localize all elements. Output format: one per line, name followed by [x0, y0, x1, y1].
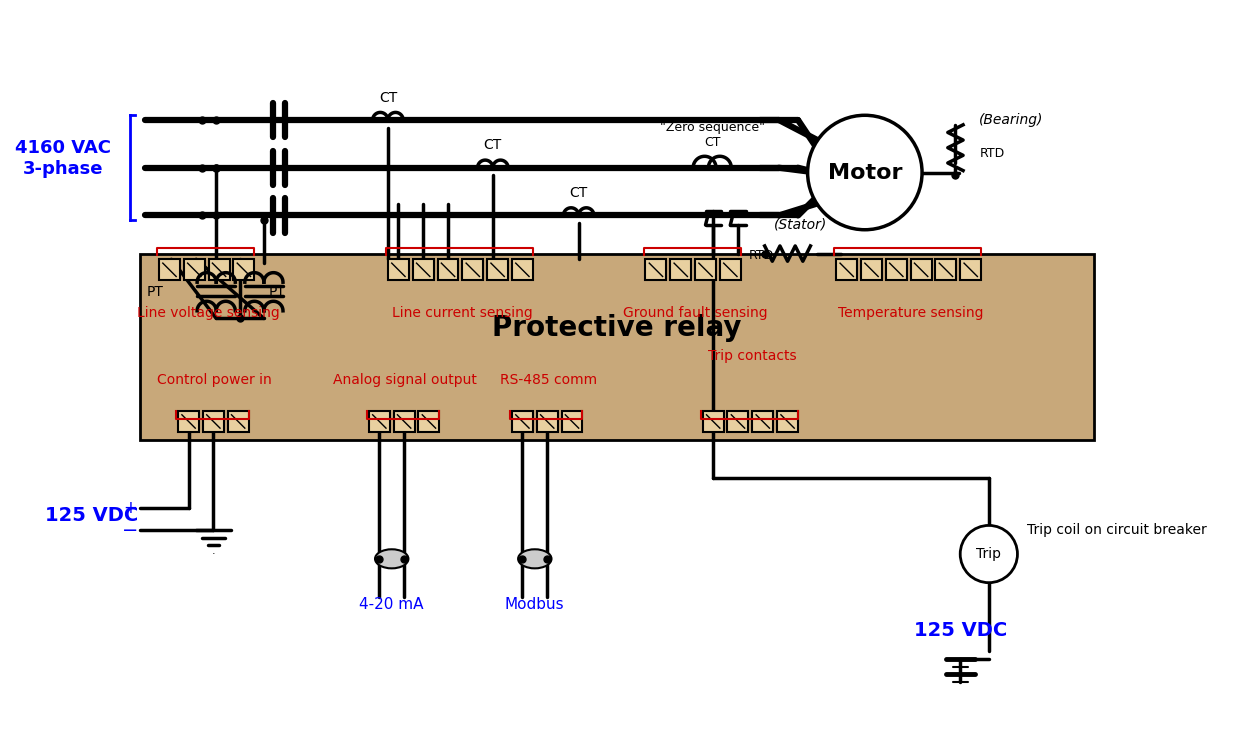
Bar [368, 411, 389, 432]
Text: ·: · [211, 549, 215, 559]
Bar [388, 259, 409, 280]
Bar [203, 411, 224, 432]
Bar [512, 259, 533, 280]
Bar [234, 259, 255, 280]
Text: PT: PT [268, 285, 286, 299]
Text: (Bearing): (Bearing) [979, 113, 1043, 127]
Bar [178, 411, 199, 432]
Bar [936, 259, 957, 280]
Text: 4160 VAC
3-phase: 4160 VAC 3-phase [15, 139, 111, 178]
Text: (Stator): (Stator) [774, 218, 827, 232]
Text: Trip coil on circuit breaker: Trip coil on circuit breaker [1027, 523, 1206, 537]
Bar [837, 259, 858, 280]
Bar [413, 259, 434, 280]
Bar [159, 259, 180, 280]
Text: 4-20 mA: 4-20 mA [360, 597, 424, 612]
Text: Motor: Motor [828, 162, 902, 182]
Circle shape [807, 115, 922, 230]
Bar [438, 259, 459, 280]
Text: CT: CT [378, 91, 397, 105]
Text: PT: PT [147, 285, 163, 299]
Text: Temperature sensing: Temperature sensing [838, 306, 984, 320]
Bar [140, 254, 1094, 440]
Text: Trip contacts: Trip contacts [708, 349, 796, 363]
Bar [393, 411, 414, 432]
Text: −: − [122, 521, 138, 539]
Text: Ground fault sensing: Ground fault sensing [623, 306, 768, 320]
Bar [777, 411, 798, 432]
Text: Analog signal output: Analog signal output [334, 373, 477, 387]
Text: Control power in: Control power in [157, 373, 272, 387]
Bar [719, 259, 740, 280]
Bar [419, 411, 440, 432]
Bar [645, 259, 666, 280]
Bar [462, 259, 483, 280]
Text: +: + [124, 500, 137, 517]
Bar [911, 259, 932, 280]
Text: RS-485 comm: RS-485 comm [499, 373, 597, 387]
Text: 125 VDC: 125 VDC [913, 621, 1007, 640]
Bar [670, 259, 691, 280]
Bar [703, 411, 723, 432]
Text: Modbus: Modbus [506, 597, 565, 612]
Bar [753, 411, 774, 432]
Bar [227, 411, 248, 432]
Ellipse shape [375, 549, 408, 568]
Text: "Zero sequence"
CT: "Zero sequence" CT [660, 120, 765, 148]
Bar [209, 259, 230, 280]
Bar [487, 259, 508, 280]
Text: Trip: Trip [976, 547, 1001, 561]
Bar [512, 411, 533, 432]
Ellipse shape [518, 549, 551, 568]
Text: RTD: RTD [749, 249, 774, 262]
Bar [886, 259, 907, 280]
Text: Line current sensing: Line current sensing [392, 306, 533, 320]
Text: 125 VDC: 125 VDC [44, 506, 137, 525]
Text: CT: CT [483, 139, 502, 153]
Bar [536, 411, 557, 432]
Circle shape [960, 525, 1017, 583]
Text: Protective relay: Protective relay [492, 314, 742, 342]
Bar [861, 259, 883, 280]
Bar [695, 259, 716, 280]
Text: CT: CT [570, 186, 588, 200]
Text: Line voltage sensing: Line voltage sensing [137, 306, 281, 320]
Bar [184, 259, 205, 280]
Bar [561, 411, 582, 432]
Bar [960, 259, 981, 280]
Text: RTD: RTD [979, 147, 1005, 160]
Bar [728, 411, 749, 432]
